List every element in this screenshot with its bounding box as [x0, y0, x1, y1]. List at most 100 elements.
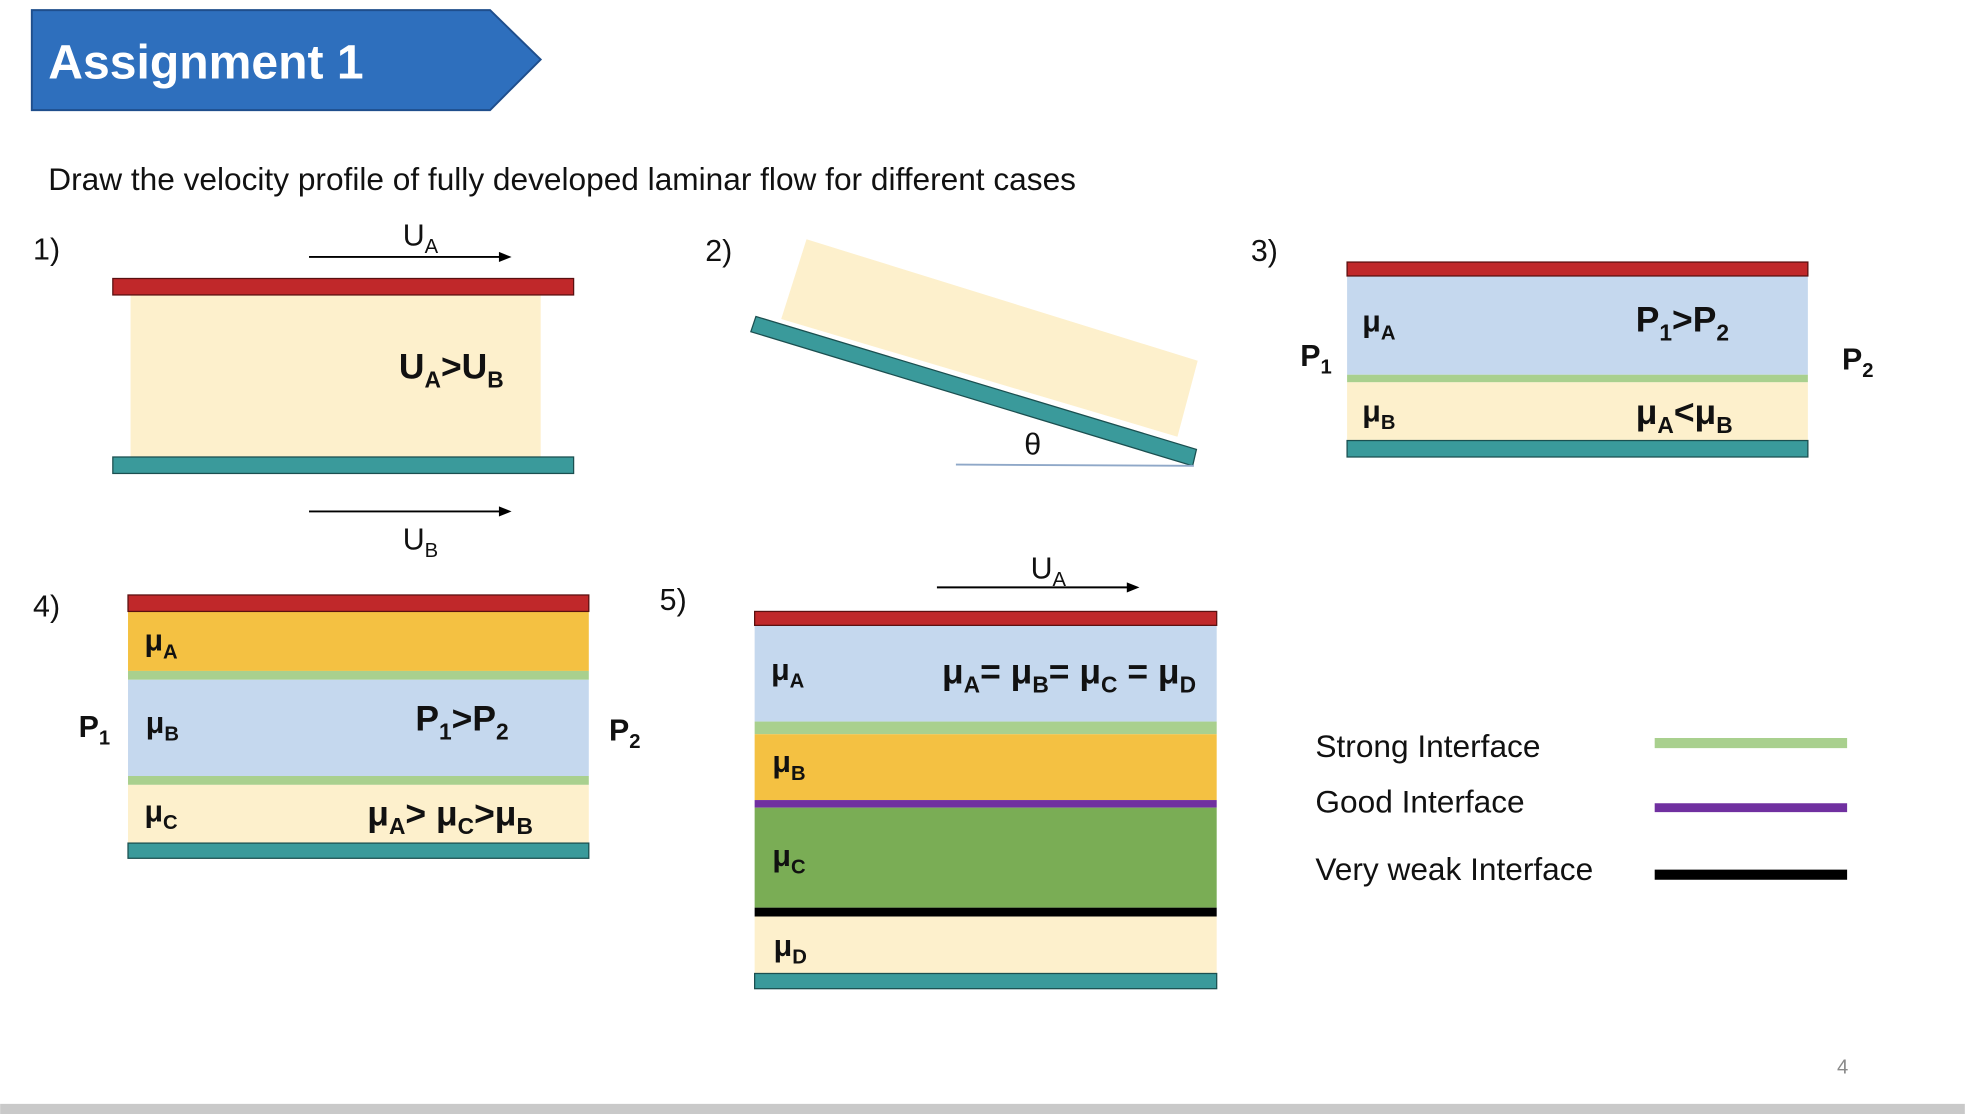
subscript: B [487, 366, 503, 392]
text-part: P [79, 710, 99, 744]
text-part: >U [441, 347, 487, 387]
fluid [130, 294, 541, 457]
pressure-label: P2 [609, 714, 641, 754]
case-number: 1) [33, 233, 60, 267]
subscript: B [791, 763, 806, 785]
subscript: B [1032, 671, 1048, 697]
subscript: C [163, 812, 178, 834]
instruction: Draw the velocity profile of fully devel… [48, 161, 1076, 197]
layer [128, 611, 589, 671]
text-part: <μ [1674, 392, 1716, 432]
layer [128, 784, 589, 844]
viscosity-label: μC [772, 839, 806, 879]
text-part: = μ [980, 652, 1032, 692]
case-number: 4) [33, 589, 60, 623]
text-part: μ [367, 793, 389, 833]
condition: μA= μB= μC = μD [942, 652, 1196, 698]
subscript: D [1180, 671, 1196, 697]
text-part: >μ [474, 793, 516, 833]
subscript: 2 [1716, 320, 1729, 346]
angle-label: θ [1024, 427, 1041, 461]
text-part: >P [1672, 300, 1716, 340]
text-part: P [1636, 300, 1660, 340]
text-part: μ [772, 839, 791, 873]
text-part: μ [1362, 305, 1381, 339]
subscript: 2 [629, 731, 640, 753]
subscript: 1 [1659, 320, 1672, 346]
subscript: 1 [439, 718, 452, 744]
subscript: A [163, 641, 178, 663]
subscript: 1 [99, 727, 110, 749]
legend-label: Strong Interface [1315, 728, 1540, 764]
text-part: U [403, 522, 425, 556]
layer [754, 734, 1217, 801]
subscript: A [964, 671, 980, 697]
text-part: > μ [405, 793, 457, 833]
text-part: U [403, 219, 425, 253]
condition: P1>P2 [415, 698, 508, 744]
subscript: B [164, 724, 179, 746]
text-part: μ [774, 929, 793, 963]
velocity-label: UA [1031, 552, 1067, 592]
viscosity-label: μB [1362, 395, 1395, 435]
title-banner [30, 9, 543, 112]
interface [128, 776, 589, 785]
top-plate [112, 277, 575, 296]
case-number: 3) [1251, 234, 1278, 268]
page-number: 4 [1837, 1056, 1848, 1078]
text-part: P [1300, 339, 1320, 373]
text-part: P [415, 698, 439, 738]
viscosity-label: μA [1362, 305, 1396, 345]
interface [754, 721, 1217, 735]
viscosity-label: μC [144, 795, 178, 835]
subscript: A [425, 236, 439, 258]
bottom-plate [1346, 439, 1809, 458]
subscript: 1 [1321, 356, 1332, 378]
pressure-label: P2 [1842, 343, 1874, 383]
condition: μA<μB [1636, 392, 1733, 438]
layer [754, 916, 1217, 974]
velocity-label: UB [403, 522, 438, 562]
text-part: = μ [1118, 652, 1180, 692]
fluid [781, 239, 1198, 437]
text-part: >P [452, 698, 496, 738]
text-part: P [1842, 343, 1862, 377]
text-part: μ [772, 745, 791, 779]
text-part: U [399, 347, 425, 387]
arrow-head [1126, 582, 1140, 593]
viscosity-label: μA [771, 653, 805, 693]
subscript: 2 [496, 718, 509, 744]
top-plate [1346, 261, 1809, 277]
top-plate [127, 594, 590, 613]
subscript: B [516, 813, 532, 839]
subscript: B [1716, 412, 1732, 438]
text-part: = μ [1049, 652, 1101, 692]
subscript: C [791, 856, 806, 878]
pressure-label: P1 [1300, 339, 1332, 379]
title: Assignment 1 [48, 35, 363, 89]
interface [754, 907, 1217, 917]
layer [1347, 382, 1808, 441]
layer [754, 625, 1217, 722]
text-part: μ [771, 653, 790, 687]
text-part: μ [942, 652, 964, 692]
velocity-label: UA [403, 219, 439, 259]
footer-bar [0, 1103, 1965, 1114]
condition: μA> μC>μB [367, 793, 533, 839]
layer [128, 679, 589, 777]
arrow-head [498, 251, 512, 263]
interface [754, 800, 1217, 808]
subscript: C [1101, 671, 1117, 697]
text-part: μ [144, 795, 163, 829]
condition: UA>UB [399, 347, 504, 393]
bottom-plate [112, 456, 575, 475]
subscript: A [1657, 412, 1673, 438]
subscript: A [425, 366, 441, 392]
condition: P1>P2 [1636, 300, 1729, 346]
text-part: U [1031, 552, 1053, 586]
viscosity-label: μD [774, 929, 807, 969]
viscosity-label: μB [772, 745, 805, 785]
text-part: μ [144, 624, 163, 658]
interface [128, 670, 589, 680]
